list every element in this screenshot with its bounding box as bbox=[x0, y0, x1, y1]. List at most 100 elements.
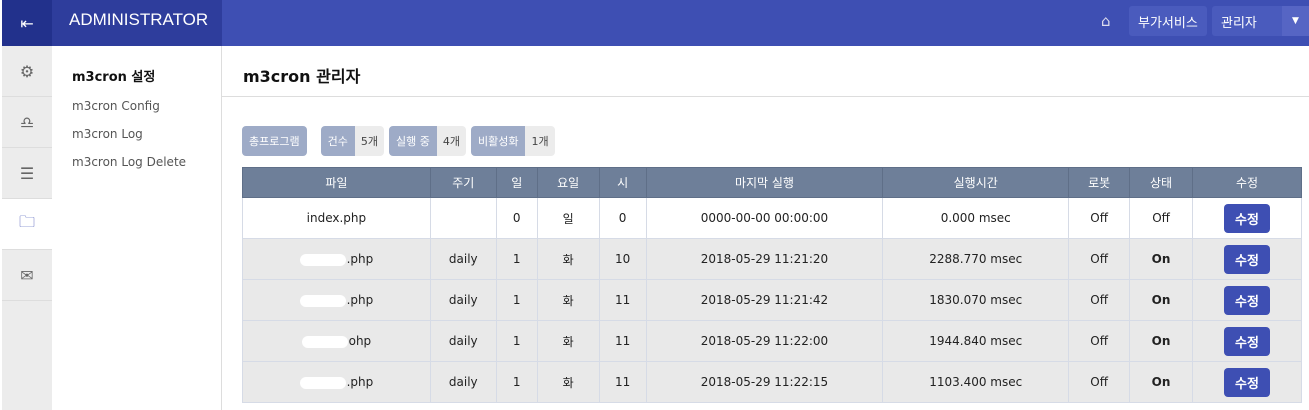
cell-file: ohp bbox=[242, 320, 431, 362]
cell-robot: Off bbox=[1068, 279, 1131, 321]
running-badge: 실행 중 4개 bbox=[388, 126, 466, 156]
home-icon[interactable]: ⌂ bbox=[1101, 12, 1111, 30]
cell-hour: 10 bbox=[598, 238, 647, 280]
chevron-down-icon[interactable]: ▼ bbox=[1282, 6, 1309, 36]
cell-text: index.php bbox=[306, 211, 367, 225]
edit-button[interactable]: 수정 bbox=[1224, 367, 1270, 397]
main-content: m3cron 관리자 총프로그램 건수 5개 실행 중 4개 비활성화 1개 파일 주기… bbox=[222, 46, 1309, 410]
cell-hour: 11 bbox=[598, 320, 647, 362]
submenu-item-config[interactable]: m3cron Config bbox=[72, 99, 160, 113]
cell-text: 화 bbox=[562, 252, 574, 267]
cell-text: .php bbox=[346, 252, 374, 266]
edit-button[interactable]: 수정 bbox=[1224, 285, 1270, 315]
column-header: 마지막 실행 bbox=[645, 167, 884, 198]
cell-weekday: 화 bbox=[536, 279, 600, 321]
cell-weekday: 화 bbox=[536, 361, 600, 403]
cell-text: 1 bbox=[512, 252, 521, 266]
cell-edit: 수정 bbox=[1192, 197, 1302, 239]
cell-last: 0000-00-00 00:00:00 bbox=[645, 197, 884, 239]
cell-status: On bbox=[1129, 279, 1194, 321]
folder-icon[interactable]: 🗀 bbox=[2, 199, 52, 250]
mail-icon[interactable]: ✉ bbox=[2, 250, 52, 301]
redacted-mark bbox=[299, 253, 346, 266]
extra-services-button[interactable]: 부가서비스 bbox=[1129, 6, 1207, 36]
cell-robot: Off bbox=[1068, 197, 1131, 239]
page-title: m3cron 관리자 bbox=[222, 46, 1309, 97]
cell-text: Off bbox=[1090, 375, 1108, 389]
submenu-title: m3cron 설정 bbox=[72, 70, 156, 85]
cell-weekday: 일 bbox=[536, 197, 600, 239]
cell-text: On bbox=[1151, 252, 1171, 266]
column-header: 일 bbox=[495, 167, 538, 198]
table-row: .php daily 1 화 11 2018-05-29 11:21:42 1830.070… bbox=[242, 279, 1302, 321]
cell-text: Off bbox=[1090, 252, 1108, 266]
cell-day: 1 bbox=[495, 361, 538, 403]
cell-cycle: daily bbox=[429, 361, 497, 403]
cell-hour: 11 bbox=[598, 279, 647, 321]
app-title: ADMINISTRATOR bbox=[52, 0, 222, 46]
column-header: 시 bbox=[598, 167, 647, 198]
list-icon[interactable]: ☰ bbox=[2, 148, 52, 199]
cell-robot: Off bbox=[1068, 238, 1131, 280]
cell-time: 1103.400 msec bbox=[882, 361, 1070, 403]
cell-cycle bbox=[429, 197, 497, 239]
menu-toggle-icon[interactable]: ⇤ bbox=[0, 0, 52, 46]
cell-cycle: daily bbox=[429, 279, 497, 321]
summary-badges: 총프로그램 건수 5개 실행 중 4개 비활성화 1개 bbox=[242, 126, 560, 156]
submenu-item-log-delete[interactable]: m3cron Log Delete bbox=[72, 155, 187, 169]
cell-text: 1103.400 msec bbox=[929, 375, 1023, 389]
cell-text: 2018-05-29 11:21:20 bbox=[700, 252, 829, 266]
cell-text: 11 bbox=[614, 293, 631, 307]
cell-hour: 0 bbox=[598, 197, 647, 239]
cell-text: 1830.070 msec bbox=[929, 293, 1023, 307]
column-header: 주기 bbox=[429, 167, 497, 198]
cell-weekday: 화 bbox=[536, 320, 600, 362]
cell-text: daily bbox=[448, 334, 478, 348]
column-header: 파일 bbox=[242, 167, 431, 198]
cron-table: 파일 주기 일 요일 시 마지막 실행 실행시간 로봇 상태 수정 index.php 0 일 0 000… bbox=[242, 167, 1302, 403]
cell-edit: 수정 bbox=[1192, 279, 1302, 321]
redacted-mark bbox=[299, 294, 346, 307]
cell-text: 화 bbox=[562, 375, 574, 390]
cell-text: Off bbox=[1152, 211, 1170, 225]
cell-text: 2018-05-29 11:21:42 bbox=[700, 293, 829, 307]
column-header: 수정 bbox=[1192, 167, 1302, 198]
cell-text: 1944.840 msec bbox=[929, 334, 1023, 348]
cell-text: On bbox=[1151, 293, 1171, 307]
column-header: 로봇 bbox=[1068, 167, 1131, 198]
cell-cycle: daily bbox=[429, 320, 497, 362]
cell-edit: 수정 bbox=[1192, 238, 1302, 280]
submenu-item-log[interactable]: m3cron Log bbox=[72, 127, 143, 141]
edit-button[interactable]: 수정 bbox=[1224, 326, 1270, 356]
submenu: m3cron 설정 m3cron Config m3cron Log m3cro… bbox=[52, 46, 222, 410]
cell-text: 2018-05-29 11:22:00 bbox=[700, 334, 829, 348]
redacted-mark bbox=[299, 376, 346, 389]
cell-text: .php bbox=[346, 375, 374, 389]
table-row: ohp daily 1 화 11 2018-05-29 11:22:00 1944.840 … bbox=[242, 320, 1302, 362]
cell-day: 1 bbox=[495, 279, 538, 321]
cell-time: 0.000 msec bbox=[882, 197, 1070, 239]
cell-text: Off bbox=[1090, 334, 1108, 348]
edit-button[interactable]: 수정 bbox=[1224, 203, 1270, 233]
cell-cycle: daily bbox=[429, 238, 497, 280]
gear-icon[interactable]: ⚙ bbox=[2, 46, 52, 97]
cell-text: 11 bbox=[614, 334, 631, 348]
admin-menu-button[interactable]: 관리자 bbox=[1212, 6, 1282, 36]
cell-status: On bbox=[1129, 361, 1194, 403]
edit-button[interactable]: 수정 bbox=[1224, 244, 1270, 274]
count-badge: 건수 5개 bbox=[320, 126, 384, 156]
cell-status: On bbox=[1129, 320, 1194, 362]
column-header: 상태 bbox=[1129, 167, 1194, 198]
cell-file: .php bbox=[242, 361, 431, 403]
inactive-badge: 비활성화 1개 bbox=[470, 126, 555, 156]
column-header: 실행시간 bbox=[882, 167, 1070, 198]
cell-time: 2288.770 msec bbox=[882, 238, 1070, 280]
table-row: index.php 0 일 0 0000-00-00 00:00:00 0.000 mse… bbox=[242, 197, 1302, 239]
cell-text: 2288.770 msec bbox=[929, 252, 1023, 266]
cell-time: 1830.070 msec bbox=[882, 279, 1070, 321]
icon-sidebar: ⚙ ♎ ☰ 🗀 ✉ bbox=[0, 46, 52, 410]
user-icon[interactable]: ♎ bbox=[2, 97, 52, 148]
cell-last: 2018-05-29 11:21:20 bbox=[645, 238, 884, 280]
cell-file: .php bbox=[242, 279, 431, 321]
column-header: 요일 bbox=[536, 167, 600, 198]
